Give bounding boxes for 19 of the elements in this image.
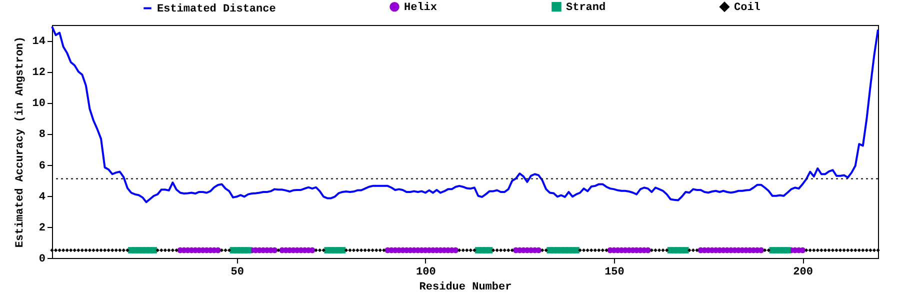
x-tick-label: 100 xyxy=(416,266,436,278)
legend-label: Strand xyxy=(566,2,606,14)
y-tick-label: 14 xyxy=(32,36,46,48)
y-tick-label: 0 xyxy=(38,254,46,266)
y-axis-title: Estimated Accuracy (in Angstron) xyxy=(14,36,26,248)
y-tick-label: 10 xyxy=(32,98,46,110)
y-tick-label: 6 xyxy=(38,160,46,172)
line-series xyxy=(51,26,879,204)
x-tick-label: 150 xyxy=(604,266,624,278)
x-axis-title: Residue Number xyxy=(419,282,512,294)
y-tick-label: 4 xyxy=(38,191,46,204)
x-tick-label: 200 xyxy=(793,266,813,278)
legend-label: Estimated Distance xyxy=(157,3,276,16)
y-tick-label: 8 xyxy=(38,129,46,142)
legend-label: Helix xyxy=(404,2,438,14)
y-tick-label: 12 xyxy=(32,67,46,80)
legend-label: Coil xyxy=(734,2,761,14)
y-tick-label: 2 xyxy=(38,222,46,234)
x-tick-label: 50 xyxy=(230,266,244,278)
